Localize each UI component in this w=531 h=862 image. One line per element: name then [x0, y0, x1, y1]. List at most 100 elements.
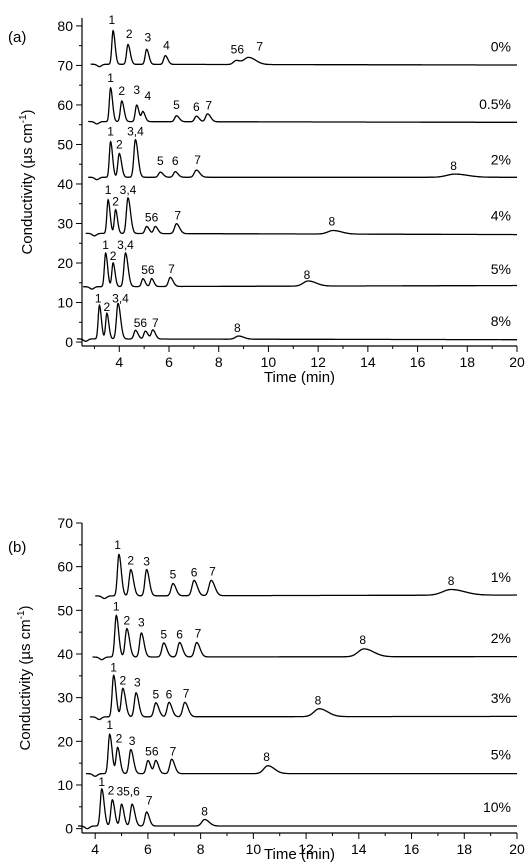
y-tick-label: 80	[57, 18, 73, 34]
panel-label: (a)	[8, 29, 26, 46]
chromatogram-trace	[88, 138, 517, 181]
x-tick-label: 12	[298, 841, 314, 857]
y-tick-label: 60	[57, 559, 73, 575]
chromatogram-trace	[86, 733, 517, 777]
peak-label: 1	[110, 660, 117, 674]
peak-label: 1	[107, 71, 114, 85]
x-tick-label: 20	[509, 354, 525, 370]
y-tick-label: 0	[65, 334, 73, 350]
peak-label: 5	[157, 154, 164, 168]
y-tick-label: 30	[57, 690, 73, 706]
series-label: 2%	[491, 152, 511, 168]
chromatogram-trace	[85, 196, 517, 237]
panel-label: (b)	[8, 539, 26, 556]
x-tick-label: 16	[404, 841, 420, 857]
peak-label: 2	[120, 674, 127, 688]
chromatogram-trace	[95, 553, 517, 600]
peak-label: 2	[110, 249, 117, 263]
peak-label: 8	[359, 633, 366, 647]
y-tick-label: 20	[57, 255, 73, 271]
y-axis-label: Conductivity (µs cm-1)	[16, 605, 34, 750]
peak-label: 5	[170, 567, 177, 581]
peak-label: 3	[134, 676, 141, 690]
peak-label: 3	[143, 554, 150, 568]
chromatogram-trace	[88, 86, 517, 125]
peak-label: 56	[145, 744, 159, 758]
series-label: 8%	[491, 313, 511, 329]
peak-label: 56	[141, 263, 155, 277]
x-tick-label: 10	[246, 841, 262, 857]
peak-label: 1	[98, 775, 105, 789]
peak-label: 7	[168, 262, 175, 276]
peak-label: 1	[108, 13, 115, 27]
y-tick-label: 10	[57, 295, 73, 311]
peak-label: 8	[201, 805, 208, 819]
peak-label: 7	[256, 39, 263, 53]
peak-label: 3	[145, 31, 152, 45]
x-tick-label: 18	[456, 841, 472, 857]
x-tick-label: 6	[144, 841, 152, 857]
peak-label: 1	[113, 599, 120, 613]
x-tick-label: 12	[310, 354, 326, 370]
series-label: 1%	[491, 569, 511, 585]
peak-label: 1	[95, 292, 102, 306]
peak-label: 7	[205, 99, 212, 113]
chromatogram-trace	[89, 674, 517, 721]
x-tick-label: 8	[215, 354, 223, 370]
peak-label: 7	[183, 687, 190, 701]
x-tick-label: 4	[115, 354, 123, 370]
peak-label: 8	[328, 214, 335, 228]
peak-label: 4	[163, 39, 170, 53]
peak-label: 2	[104, 300, 111, 314]
peak-label: 56	[231, 43, 245, 57]
peak-label: 1	[102, 238, 109, 252]
peak-label: 3,4	[120, 183, 137, 197]
x-tick-label: 20	[509, 841, 525, 857]
peak-label: 1	[106, 718, 113, 732]
peak-label: 6	[193, 100, 200, 114]
peak-label: 7	[152, 316, 159, 330]
y-tick-label: 40	[57, 176, 73, 192]
chromatogram-trace	[90, 29, 517, 68]
y-tick-label: 70	[57, 57, 73, 73]
y-tick-label: 50	[57, 602, 73, 618]
peak-label: 2	[126, 27, 133, 41]
x-tick-label: 14	[360, 354, 376, 370]
y-tick-label: 0	[65, 821, 73, 837]
x-tick-label: 18	[459, 354, 475, 370]
peak-label: 3	[138, 615, 145, 629]
y-tick-label: 70	[57, 515, 73, 531]
peak-label: 7	[170, 744, 177, 758]
y-tick-label: 50	[57, 136, 73, 152]
peak-label: 1	[107, 124, 114, 138]
series-label: 10%	[483, 799, 511, 815]
y-tick-label: 20	[57, 733, 73, 749]
y-tick-label: 30	[57, 215, 73, 231]
peak-label: 4	[145, 89, 152, 103]
peak-label: 7	[209, 564, 216, 578]
peak-label: 6	[172, 154, 179, 168]
series-label: 4%	[491, 208, 511, 224]
x-tick-label: 6	[165, 354, 173, 370]
peak-label: 2	[123, 614, 130, 628]
peak-label: 5	[152, 688, 159, 702]
peak-label: 6	[191, 565, 198, 579]
y-tick-label: 10	[57, 777, 73, 793]
x-tick-label: 10	[261, 354, 277, 370]
series-label: 5%	[491, 261, 511, 277]
x-tick-label: 16	[410, 354, 426, 370]
peak-label: 35,6	[116, 784, 140, 798]
y-tick-label: 60	[57, 97, 73, 113]
peak-label: 2	[116, 137, 123, 151]
peak-label: 2	[127, 553, 134, 567]
peak-label: 1	[114, 538, 121, 552]
peak-label: 56	[134, 316, 148, 330]
peak-label: 2	[116, 732, 123, 746]
peak-label: 56	[145, 211, 159, 225]
peak-label: 3,4	[112, 292, 129, 306]
peak-label: 8	[263, 750, 270, 764]
peak-label: 3,4	[117, 238, 134, 252]
peak-label: 8	[450, 159, 457, 173]
